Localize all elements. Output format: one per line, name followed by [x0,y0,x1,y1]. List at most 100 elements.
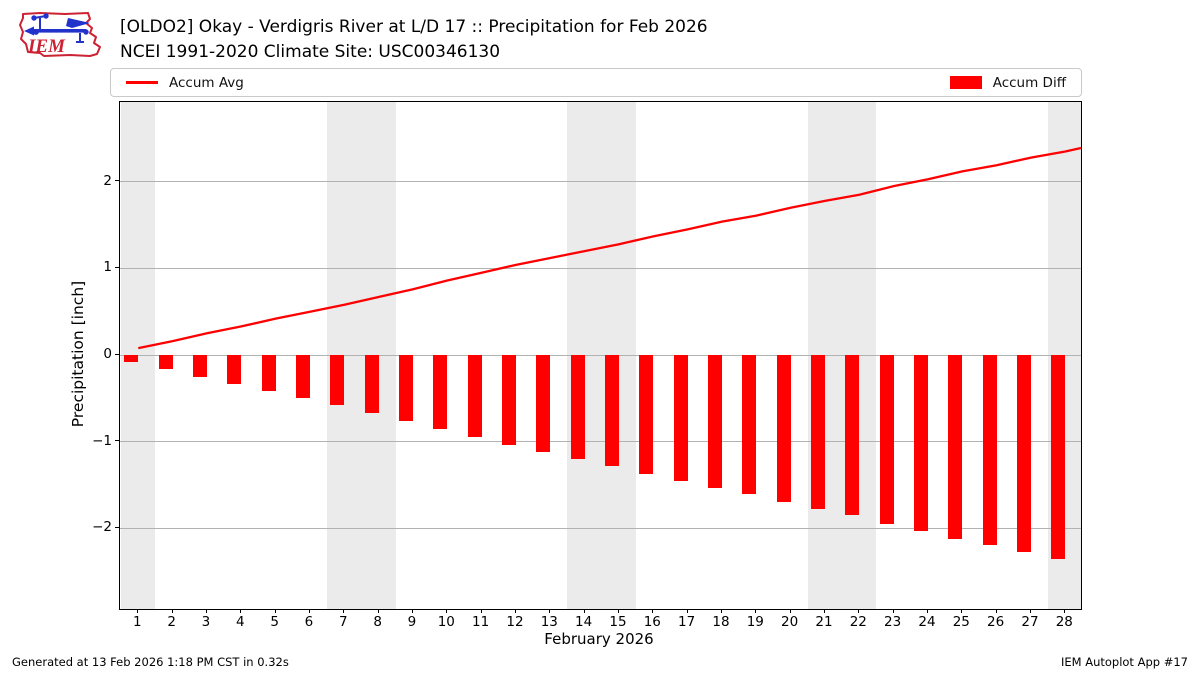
x-tick-mark [755,609,757,613]
accum-diff-bar [1051,355,1066,559]
x-axis-label: February 2026 [544,630,654,648]
accum-diff-bar [707,355,722,489]
x-tick-mark [823,609,825,613]
accum-diff-bar [879,355,894,524]
x-tick-mark [652,609,654,613]
accum-diff-bar [158,355,173,369]
x-tick-label: 2 [167,614,176,630]
accum-diff-bar [398,355,413,421]
accum-diff-bar [227,355,242,384]
legend-item-accum-diff: Accum Diff [949,75,1066,91]
x-tick-label: 21 [815,614,833,630]
x-tick-mark [720,609,722,613]
x-tick-label: 22 [849,614,867,630]
x-tick-mark [171,609,173,613]
x-tick-label: 9 [407,614,417,630]
x-tick-mark [549,609,551,613]
x-tick-mark [789,609,791,613]
accum-diff-bar [570,355,585,459]
x-tick-label: 18 [712,614,730,630]
x-tick-mark [617,609,619,613]
line-swatch-icon [126,81,158,84]
accum-diff-bar [124,355,139,362]
accum-diff-bar [433,355,448,430]
x-tick-mark [377,609,379,613]
accum-diff-bar [742,355,757,495]
x-tick-label: 6 [304,614,314,630]
y-tick-label: −2 [92,519,112,536]
x-tick-label: 26 [987,614,1005,630]
legend: Accum Avg Accum Diff [110,68,1082,97]
accum-diff-bar [295,355,310,399]
y-tick-mark [115,266,119,268]
accum-diff-bar [501,355,516,446]
x-tick-label: 11 [472,614,490,630]
y-tick-label: 1 [103,259,112,276]
x-tick-label: 16 [643,614,661,630]
x-tick-mark [961,609,963,613]
y-tick-mark [115,526,119,528]
x-tick-label: 5 [270,614,279,630]
accum-diff-bar [776,355,791,503]
x-tick-mark [411,609,413,613]
y-tick-label: −1 [92,432,112,449]
accum-diff-bar [845,355,860,516]
iowa-outline-icon [19,12,101,57]
x-tick-mark [480,609,482,613]
iem-logo: IEM [19,12,101,57]
x-tick-mark [926,609,928,613]
y-tick-label: 2 [103,172,112,189]
accum-diff-bar [330,355,345,406]
x-tick-label: 24 [918,614,936,630]
accum-diff-bar [364,355,379,414]
y-tick-mark [115,180,119,182]
x-tick-mark [892,609,894,613]
x-tick-label: 27 [1021,614,1039,630]
accum-avg-line [138,146,1082,350]
x-tick-mark [1029,609,1031,613]
y-gridline [120,181,1081,183]
accum-diff-bar [604,355,619,466]
legend-item-accum-avg: Accum Avg [126,75,244,91]
y-tick-mark [115,353,119,355]
accum-diff-bar [639,355,654,474]
accum-diff-bar [948,355,963,539]
generated-timestamp: Generated at 13 Feb 2026 1:18 PM CST in … [12,655,289,669]
x-tick-label: 7 [339,614,348,630]
y-gridline [120,527,1081,529]
logo-text: IEM [27,36,66,57]
y-gridline [120,267,1081,269]
y-tick-mark [115,440,119,442]
x-tick-mark [137,609,139,613]
accum-diff-bar [536,355,551,452]
x-tick-mark [343,609,345,613]
bar-swatch-icon [949,76,982,89]
accum-diff-bar [913,355,928,531]
x-tick-mark [1064,609,1066,613]
plot-area [119,101,1082,610]
x-tick-label: 14 [575,614,593,630]
x-tick-mark [240,609,242,613]
legend-label-avg: Accum Avg [169,74,244,91]
accum-diff-bar [467,355,482,438]
x-tick-label: 1 [133,614,142,630]
x-tick-label: 20 [781,614,799,630]
title-line-2: NCEI 1991-2020 Climate Site: USC00346130 [120,42,501,62]
y-gridline [120,441,1081,443]
x-tick-mark [274,609,276,613]
x-tick-label: 13 [540,614,558,630]
x-tick-label: 17 [678,614,696,630]
y-gridline [120,354,1081,356]
x-tick-label: 19 [746,614,764,630]
accum-diff-bar [261,355,276,392]
x-tick-label: 28 [1055,614,1073,630]
x-tick-mark [583,609,585,613]
x-tick-label: 3 [201,614,211,630]
x-tick-mark [446,609,448,613]
app-credit: IEM Autoplot App #17 [1060,655,1188,669]
x-tick-label: 25 [952,614,970,630]
x-tick-label: 8 [373,614,382,630]
x-tick-mark [995,609,997,613]
chart-title: [OLDO2] Okay - Verdigris River at L/D 17… [120,15,708,65]
